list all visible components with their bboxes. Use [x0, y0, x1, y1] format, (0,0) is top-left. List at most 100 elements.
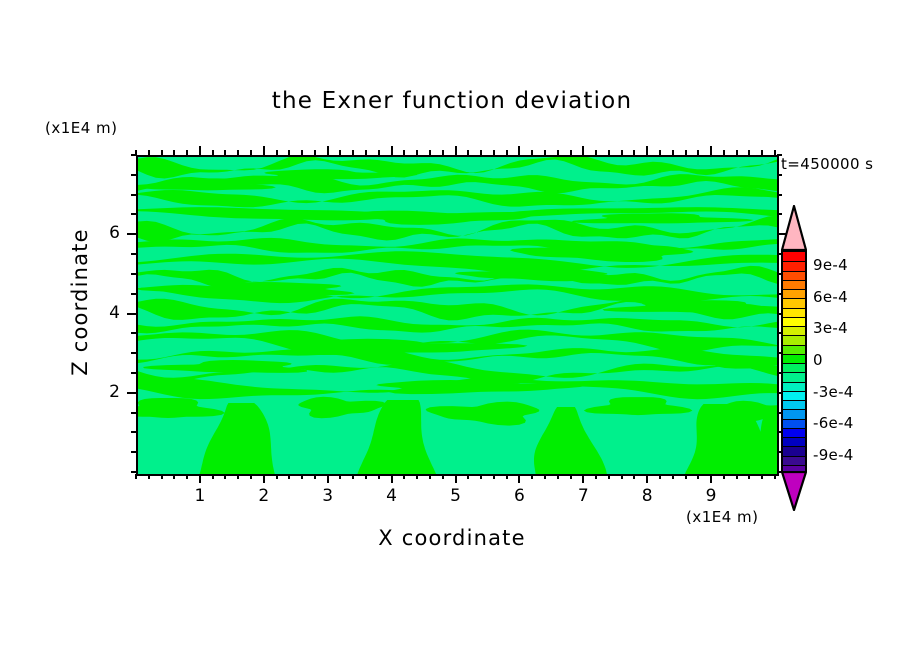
- x-tick-label: 5: [450, 486, 461, 506]
- x-tick-major: [455, 474, 457, 483]
- contour-field: [138, 157, 777, 474]
- x-tick-minor: [416, 474, 418, 479]
- contour-band: [138, 157, 777, 179]
- x-tick-minor-top: [301, 150, 303, 155]
- y-tick-minor-right: [777, 174, 782, 176]
- x-tick-minor-top: [685, 150, 687, 155]
- colorbar-band: [783, 455, 805, 466]
- contour-plume: [748, 412, 777, 474]
- contour-lens: [347, 210, 538, 225]
- y-tick-minor: [131, 293, 136, 295]
- x-tick-major-top: [710, 146, 712, 155]
- x-tick-minor-top: [148, 150, 150, 155]
- x-tick-minor: [748, 474, 750, 479]
- colorbar-band: [783, 372, 805, 382]
- colorbar-band: [783, 316, 805, 327]
- colorbar-band-separator: [783, 437, 805, 438]
- y-tick-minor: [131, 253, 136, 255]
- x-tick-minor: [429, 474, 431, 479]
- x-tick-minor: [761, 474, 763, 479]
- x-tick-minor: [736, 474, 738, 479]
- y-tick-label: 2: [109, 381, 120, 402]
- x-tick-minor: [301, 474, 303, 479]
- plot-area: [136, 155, 779, 476]
- colorbar-band-separator: [783, 418, 805, 420]
- x-tick-minor: [186, 474, 188, 479]
- x-tick-minor-top: [544, 150, 546, 155]
- colorbar-band-separator: [783, 261, 805, 263]
- x-tick-minor-top: [161, 150, 163, 155]
- y-tick-minor: [131, 412, 136, 414]
- x-tick-major-top: [327, 146, 329, 155]
- x-tick-minor-top: [557, 150, 559, 155]
- contour-band: [138, 329, 777, 353]
- x-tick-minor-top: [237, 150, 239, 155]
- y-tick-minor: [131, 471, 136, 473]
- contour-lens: [138, 282, 355, 296]
- colorbar-band: [783, 307, 805, 318]
- x-tick-label: 9: [705, 486, 717, 506]
- contour-lens: [718, 400, 777, 423]
- contour-lens: [583, 397, 693, 416]
- colorbar-tick-label: 0: [813, 351, 823, 369]
- x-tick-minor: [685, 474, 687, 479]
- x-tick-minor-top: [748, 150, 750, 155]
- colorbar-band-separator: [783, 400, 805, 401]
- contour-band: [138, 359, 777, 385]
- colorbar-band-separator: [783, 279, 805, 281]
- colorbar-band-separator: [783, 455, 805, 457]
- x-tick-minor: [672, 474, 674, 479]
- contour-lens: [510, 245, 694, 262]
- colorbar: [780, 204, 808, 512]
- colorbar-band-separator: [783, 409, 805, 411]
- y-tick-minor-right: [777, 471, 782, 473]
- x-tick-minor: [339, 474, 341, 479]
- x-tick-minor-top: [352, 150, 354, 155]
- colorbar-band-separator: [783, 390, 805, 392]
- colorbar-band: [783, 326, 805, 336]
- x-tick-minor: [135, 474, 137, 479]
- y-tick-minor: [131, 213, 136, 215]
- y-tick-minor-right: [777, 213, 782, 215]
- y-tick-major: [127, 392, 136, 394]
- colorbar-band: [783, 390, 805, 401]
- x-tick-minor-top: [250, 150, 252, 155]
- colorbar-band: [783, 261, 805, 271]
- x-tick-major: [391, 474, 393, 483]
- x-tick-minor-top: [339, 150, 341, 155]
- x-tick-minor-top: [365, 150, 367, 155]
- x-tick-minor-top: [378, 150, 380, 155]
- contour-band: [138, 316, 777, 334]
- x-tick-minor-top: [672, 150, 674, 155]
- colorbar-tick-label: 6e-4: [813, 287, 848, 306]
- y-tick-minor: [131, 174, 136, 176]
- x-tick-minor-top: [429, 150, 431, 155]
- contour-band: [138, 284, 777, 304]
- colorbar-band-separator: [783, 446, 805, 448]
- x-tick-minor: [506, 474, 508, 479]
- x-tick-minor: [544, 474, 546, 479]
- x-tick-label: 1: [194, 486, 206, 506]
- colorbar-bands: [781, 250, 807, 475]
- y-tick-minor-right: [777, 194, 782, 196]
- colorbar-band-separator: [783, 307, 805, 309]
- y-tick-minor-right: [777, 293, 782, 295]
- y-tick-minor-right: [777, 332, 782, 334]
- x-tick-minor: [467, 474, 469, 479]
- colorbar-band: [783, 363, 805, 373]
- x-tick-major: [518, 474, 520, 483]
- colorbar-tick-label: -3e-4: [813, 382, 854, 401]
- x-tick-minor: [173, 474, 175, 479]
- x-tick-major: [199, 474, 201, 483]
- x-tick-minor: [442, 474, 444, 479]
- x-tick-minor-top: [633, 150, 635, 155]
- x-axis-title: X coordinate: [378, 526, 526, 550]
- x-tick-minor: [570, 474, 572, 479]
- contour-lens: [571, 213, 754, 224]
- x-tick-minor-top: [621, 150, 623, 155]
- y-tick-minor: [131, 352, 136, 354]
- x-tick-major-top: [391, 146, 393, 155]
- x-tick-minor: [659, 474, 661, 479]
- x-tick-major-top: [455, 146, 457, 155]
- colorbar-band-separator: [783, 363, 805, 364]
